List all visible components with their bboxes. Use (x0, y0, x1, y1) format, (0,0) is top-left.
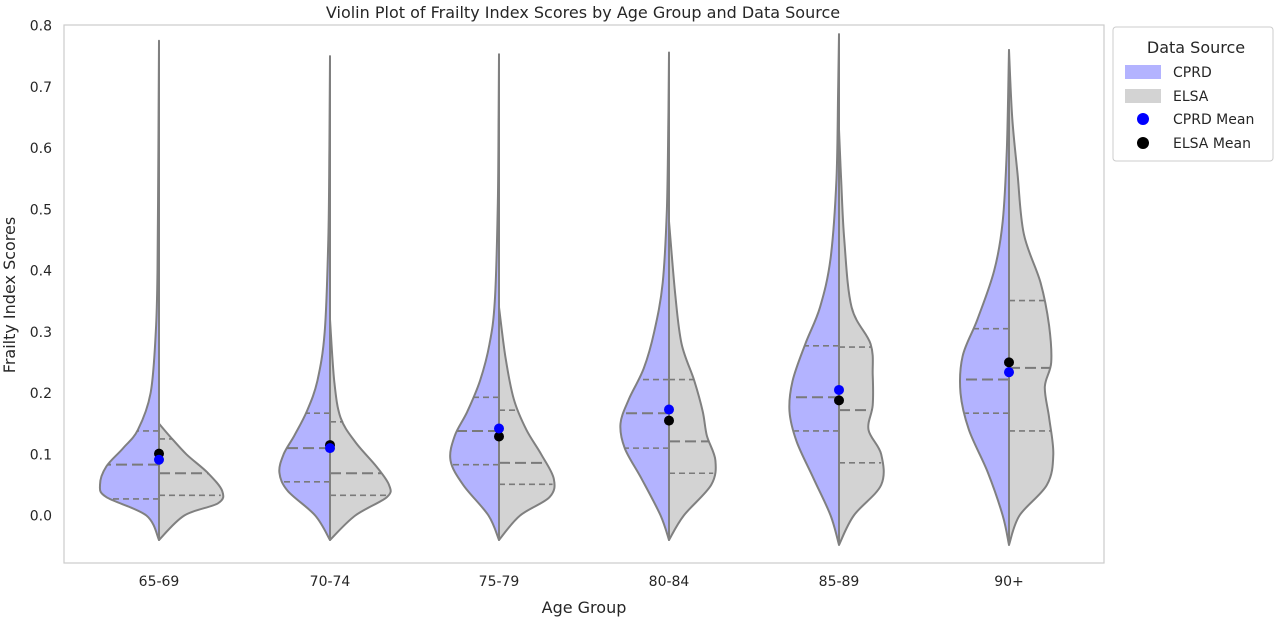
mean-marker-cprd-80-84 (664, 404, 674, 415)
x-axis-title: Age Group (542, 598, 627, 617)
violins (98, 33, 1055, 546)
x-tick-label: 90+ (994, 574, 1024, 590)
mean-marker-cprd-75-79 (494, 423, 504, 434)
y-axis-title: Frailty Index Scores (0, 217, 19, 373)
x-tick-label: 80-84 (649, 574, 690, 590)
plot-area (63, 24, 1105, 564)
y-tick-label: 0.1 (30, 447, 52, 463)
legend-label-elsa-mean: ELSA Mean (1173, 136, 1251, 152)
violin-cprd-80-84 (619, 51, 670, 541)
legend-label-elsa: ELSA (1173, 89, 1209, 105)
mean-marker-elsa-75-79 (494, 431, 504, 442)
legend-swatch-cprd (1125, 65, 1161, 79)
mean-marker-cprd-90plus (1004, 367, 1014, 378)
y-axis-ticks: 0.0 0.1 0.2 0.3 0.4 0.5 0.6 0.7 0.8 (30, 19, 52, 525)
chart-title: Violin Plot of Frailty Index Scores by A… (326, 3, 840, 22)
legend-title: Data Source (1147, 38, 1245, 57)
y-tick-label: 0.2 (30, 386, 52, 402)
violin-elsa-90plus (1008, 49, 1055, 546)
mean-marker-elsa-90plus (1004, 357, 1014, 368)
legend-swatch-elsa (1125, 89, 1161, 103)
y-tick-label: 0.8 (30, 19, 52, 35)
legend-frame (1112, 26, 1274, 162)
mean-marker-elsa-80-84 (664, 415, 674, 426)
mean-marker-cprd-65-69 (154, 454, 164, 465)
violin-elsa-75-79 (498, 306, 556, 541)
x-tick-label: 75-79 (479, 574, 520, 590)
x-axis-ticks: 65-69 70-74 75-79 80-84 85-89 90+ (139, 574, 1024, 590)
violin-elsa-65-69 (158, 422, 225, 541)
violin-cprd-90plus (958, 49, 1010, 546)
mean-marker-cprd-70-74 (325, 443, 335, 454)
x-tick-label: 85-89 (819, 574, 860, 590)
legend-marker-cprd-mean (1137, 113, 1149, 125)
y-tick-label: 0.3 (30, 325, 52, 341)
y-tick-label: 0.5 (30, 202, 52, 218)
violin-elsa-70-74 (329, 318, 392, 541)
y-tick-label: 0.0 (30, 509, 52, 525)
mean-marker-cprd-85-89 (834, 384, 844, 395)
y-tick-label: 0.6 (30, 141, 52, 157)
legend-label-cprd-mean: CPRD Mean (1173, 112, 1254, 128)
legend-label-cprd: CPRD (1173, 65, 1212, 81)
violin-elsa-80-84 (668, 220, 717, 541)
y-tick-label: 0.7 (30, 80, 52, 96)
x-tick-label: 65-69 (139, 574, 180, 590)
x-tick-label: 70-74 (310, 574, 351, 590)
mean-marker-elsa-85-89 (834, 395, 844, 406)
legend-marker-elsa-mean (1137, 137, 1149, 149)
y-tick-label: 0.4 (30, 264, 52, 280)
legend: Data Source CPRD ELSA CPRD Mean ELSA Mea… (1112, 26, 1274, 162)
violin-elsa-85-89 (838, 128, 885, 546)
violin-cprd-85-89 (788, 33, 840, 546)
